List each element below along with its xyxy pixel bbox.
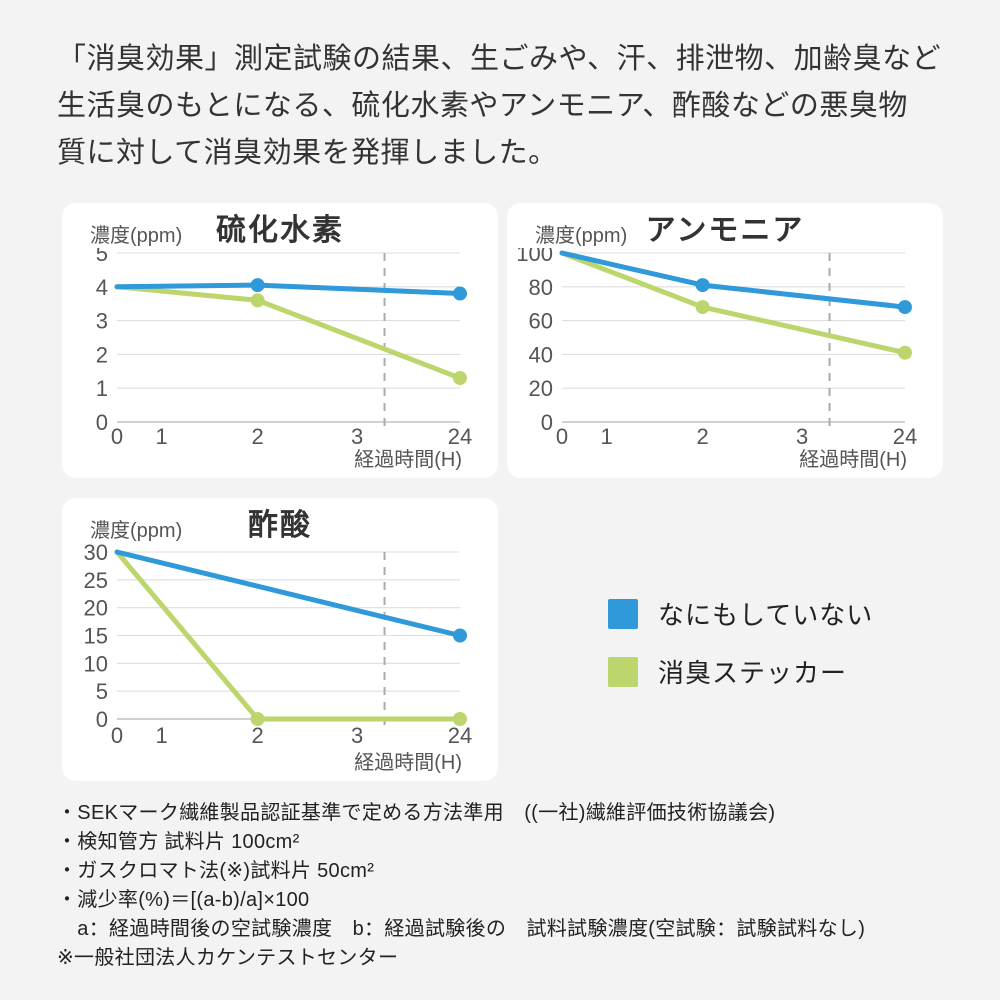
legend-item-sticker: 消臭ステッカー — [608, 653, 873, 690]
legend-swatch-blue — [608, 598, 638, 629]
svg-text:4: 4 — [96, 275, 108, 300]
svg-text:24: 24 — [448, 424, 472, 449]
svg-text:3: 3 — [96, 309, 108, 334]
svg-text:3: 3 — [796, 424, 808, 449]
svg-text:3: 3 — [351, 424, 363, 449]
footnotes: ・SEKマーク繊維製品認証基準で定める方法準用 ((一社)繊維評価技術協議会) ・… — [57, 799, 865, 944]
header-line: 質に対して消臭効果を発揮しました。 — [57, 137, 558, 169]
footnote-line: ・ガスクロマト法(※)試料片 50cm² — [57, 860, 375, 882]
svg-text:2: 2 — [252, 723, 264, 748]
chart-title: アンモニア — [645, 214, 805, 247]
x-axis-label: 経過時間(H) — [799, 449, 907, 471]
svg-text:100: 100 — [516, 248, 553, 266]
svg-text:5: 5 — [96, 679, 108, 704]
svg-text:20: 20 — [84, 596, 108, 621]
svg-text:1: 1 — [600, 424, 612, 449]
svg-text:0: 0 — [556, 424, 568, 449]
svg-text:1: 1 — [155, 723, 167, 748]
footnote-line: ・SEKマーク繊維製品認証基準で定める方法準用 ((一社)繊維評価技術協議会) — [57, 802, 776, 824]
y-axis-label: 濃度(ppm) — [535, 225, 628, 247]
svg-text:2: 2 — [96, 342, 108, 367]
legend-swatch-green — [608, 656, 638, 687]
header-line: 「消臭効果」測定試験の結果、生ごみや、汗、排泄物、加齢臭など — [57, 43, 942, 75]
footnote-line: ・減少率(%)＝[(a-b)/a]×100 — [57, 889, 310, 911]
svg-text:2: 2 — [697, 424, 709, 449]
svg-text:24: 24 — [893, 424, 917, 449]
svg-text:0: 0 — [111, 723, 123, 748]
svg-text:20: 20 — [529, 376, 553, 401]
y-axis-label: 濃度(ppm) — [90, 225, 183, 247]
svg-text:0: 0 — [96, 410, 108, 435]
svg-text:1: 1 — [155, 424, 167, 449]
svg-text:1: 1 — [96, 376, 108, 401]
header-line: 生活臭のもとになる、硫化水素やアンモニア、酢酸などの悪臭物 — [57, 90, 908, 122]
legend-label: なにもしていない — [658, 600, 874, 630]
svg-text:60: 60 — [529, 309, 553, 334]
svg-text:0: 0 — [111, 424, 123, 449]
y-axis-label: 濃度(ppm) — [90, 520, 183, 542]
svg-text:2: 2 — [252, 424, 264, 449]
chart-card-ammonia: 濃度(ppm) アンモニア 100 80 60 40 20 0 0 1 2 3 24 経過時間(H) — [507, 203, 943, 478]
footnote-line: a：経過時間後の空試験濃度 b：経過試験後の 試料試験濃度(空試験：試験試料なし… — [57, 918, 866, 940]
svg-text:30: 30 — [84, 543, 108, 565]
source-note: ※一般社団法人カケンテストセンター — [57, 947, 399, 969]
legend-item-untreated: なにもしていない — [608, 595, 873, 632]
chart-title: 硫化水素 — [216, 214, 344, 247]
legend: なにもしていない 消臭ステッカー — [608, 595, 873, 711]
svg-text:0: 0 — [96, 707, 108, 732]
chart-title: 酢酸 — [248, 509, 312, 542]
chart-card-hydrogen-sulfide: 濃度(ppm) 硫化水素 5 4 3 2 1 0 0 1 2 3 24 経過時間(H) — [62, 203, 498, 478]
legend-label: 消臭ステッカー — [658, 658, 848, 688]
svg-text:80: 80 — [529, 275, 553, 300]
svg-text:0: 0 — [541, 410, 553, 435]
svg-text:15: 15 — [84, 624, 108, 649]
x-axis-label: 経過時間(H) — [354, 449, 462, 471]
header-text: 「消臭効果」測定試験の結果、生ごみや、汗、排泄物、加齢臭など 生活臭のもとになる、… — [57, 36, 967, 177]
svg-text:40: 40 — [529, 342, 553, 367]
svg-text:25: 25 — [84, 568, 108, 593]
svg-text:10: 10 — [84, 651, 108, 676]
svg-text:5: 5 — [96, 248, 108, 266]
x-axis-label: 経過時間(H) — [354, 752, 462, 774]
chart-card-acetic-acid: 濃度(ppm) 酢酸 30 25 20 15 10 5 0 0 1 2 3 24 経過時間(H) — [62, 498, 498, 781]
svg-text:24: 24 — [448, 723, 472, 748]
footnote-line: ・検知管方 試料片 100cm² — [57, 831, 300, 853]
svg-text:3: 3 — [351, 723, 363, 748]
